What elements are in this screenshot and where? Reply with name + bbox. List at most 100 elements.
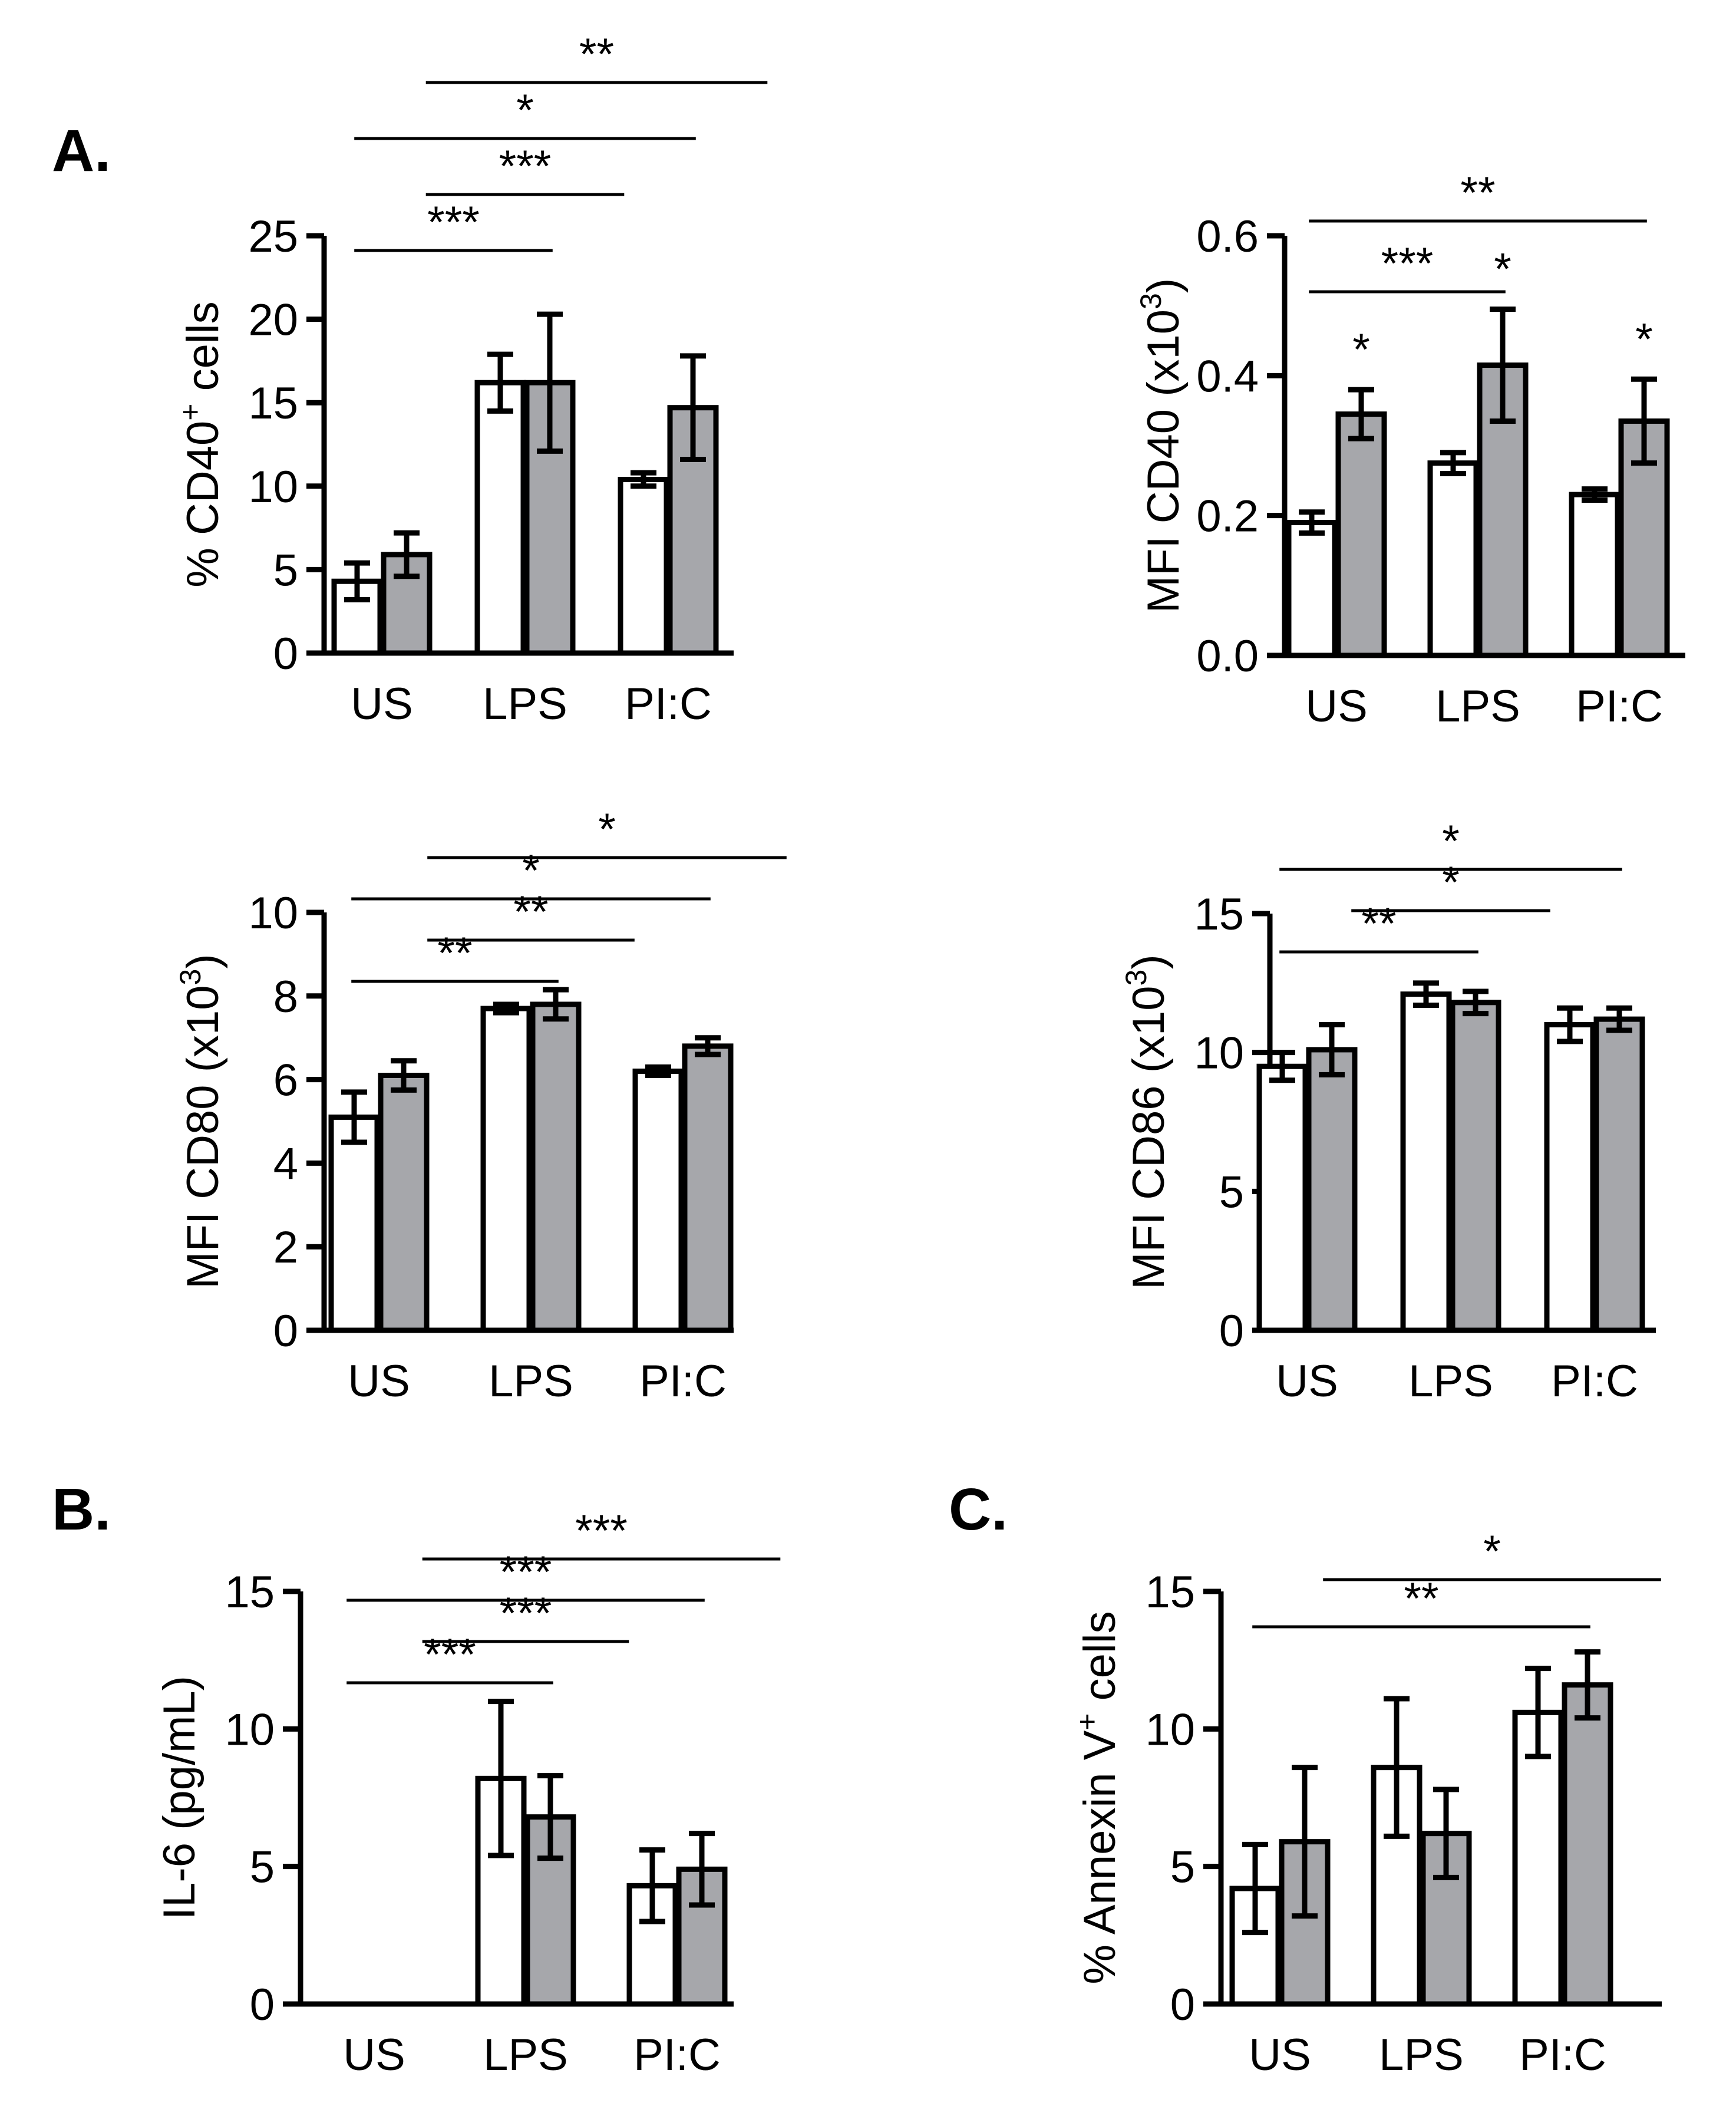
significance-star: * [1635, 314, 1653, 364]
bar-grey [682, 1043, 734, 1333]
significance-stars: * [516, 85, 534, 136]
significance-stars: ** [1460, 168, 1495, 218]
bar-white [1400, 991, 1452, 1333]
significance-stars: * [1442, 816, 1460, 866]
y-tick-label: 20 [248, 295, 298, 345]
y-tick-label: 8 [273, 972, 298, 1022]
x-tick-label: US [343, 2030, 405, 2080]
y-tick-label: 2 [273, 1222, 298, 1273]
y-axis-title: % Annexin V+ cells [1071, 1611, 1125, 1984]
x-tick-label: PI:C [1551, 1356, 1638, 1406]
y-axis-title-tail: ) [1124, 954, 1174, 969]
bar-grey [1562, 1682, 1613, 2007]
y-tick-label: 5 [1170, 1843, 1195, 1893]
y-tick-label: 15 [1145, 1567, 1195, 1617]
bar-white [328, 1114, 380, 1333]
y-axis-title: IL-6 (pg/mL) [154, 1676, 204, 1920]
bar-grey [381, 552, 433, 656]
y-axis-title-tail: ) [1138, 278, 1189, 293]
significance-stars: *** [500, 1547, 552, 1597]
y-axis-title-tail: ) [178, 954, 228, 968]
bar-white [1427, 460, 1479, 658]
x-tick-label: LPS [483, 2030, 568, 2080]
y-axis-title-main: MFI CD80 (x10 [178, 985, 228, 1288]
y-axis-title-main: IL-6 (pg/mL) [154, 1676, 204, 1920]
panel-label-b: B. [52, 1476, 111, 1542]
y-axis-title-superscript: + [1071, 1713, 1104, 1731]
y-tick-label: 0 [273, 1306, 298, 1356]
y-axis-title-superscript: + [174, 403, 207, 420]
y-tick-label: 0 [1170, 1980, 1195, 2030]
y-axis-title-main: % Annexin V [1075, 1730, 1125, 1984]
x-tick-label: PI:C [1519, 2030, 1606, 2080]
bar-white [1256, 1063, 1308, 1333]
y-tick-label: 15 [248, 378, 298, 429]
y-axis-title-tail: cells [1075, 1611, 1125, 1713]
y-tick-label: 5 [250, 1843, 275, 1893]
bar-white [480, 1006, 532, 1333]
y-tick-label: 0 [1219, 1306, 1244, 1356]
y-axis-title: MFI CD40 (x103) [1134, 278, 1189, 613]
y-tick-label: 10 [248, 462, 298, 512]
significance-stars: *** [499, 141, 552, 192]
y-tick-label: 15 [1194, 889, 1244, 940]
significance-stars: ** [513, 887, 548, 937]
bar-grey [1450, 1000, 1501, 1333]
x-tick-label: LPS [1379, 2030, 1464, 2080]
x-tick-label: LPS [1408, 1356, 1493, 1406]
significance-stars: *** [1381, 239, 1434, 289]
x-tick-label: LPS [483, 679, 567, 729]
significance-star: * [1494, 245, 1511, 295]
bar-white [618, 476, 669, 656]
x-tick-label: PI:C [639, 1356, 727, 1406]
y-axis-title-tail: cells [178, 301, 228, 403]
significance-stars: * [1483, 1527, 1501, 1577]
significance-stars: ** [437, 928, 472, 978]
y-tick-label: 0.4 [1196, 351, 1259, 401]
significance-star: * [1352, 325, 1370, 375]
bar-white [474, 380, 526, 656]
y-tick-label: 15 [225, 1567, 275, 1617]
y-tick-label: 5 [273, 545, 298, 595]
y-tick-label: 10 [1194, 1029, 1244, 1079]
y-axis-title: MFI CD86 (x103) [1120, 954, 1174, 1289]
x-tick-label: PI:C [633, 2030, 721, 2080]
y-tick-label: 5 [1219, 1167, 1244, 1217]
x-tick-label: PI:C [625, 679, 712, 729]
y-tick-label: 4 [273, 1139, 298, 1189]
significance-stars: * [598, 805, 616, 855]
x-tick-label: US [1276, 1356, 1338, 1406]
y-axis-title-main: MFI CD40 (x10 [1138, 309, 1189, 613]
y-tick-label: 0.2 [1196, 492, 1259, 542]
bar-white [1544, 1022, 1596, 1333]
y-tick-label: 25 [248, 212, 298, 262]
y-tick-label: 6 [273, 1056, 298, 1106]
significance-stars: ** [1404, 1574, 1438, 1624]
x-tick-label: US [1305, 681, 1368, 731]
bar-grey [1335, 411, 1387, 658]
significance-stars: *** [500, 1588, 552, 1639]
bar-grey [1593, 1016, 1645, 1333]
y-axis-title-superscript: 3 [1134, 293, 1167, 309]
y-tick-label: 0.6 [1196, 212, 1259, 262]
x-tick-label: US [351, 679, 413, 729]
x-tick-label: LPS [1435, 681, 1520, 731]
bar-white [1286, 520, 1338, 658]
y-axis-title-superscript: 3 [174, 969, 207, 986]
x-tick-label: US [1249, 2030, 1311, 2080]
y-axis-title-main: % CD40 [178, 421, 228, 588]
significance-stars: *** [427, 197, 480, 248]
significance-stars: * [522, 846, 540, 896]
y-tick-label: 0 [273, 629, 298, 679]
bar-grey [1306, 1047, 1358, 1333]
bar-white [1569, 492, 1621, 658]
bar-grey [378, 1073, 430, 1333]
panel-label-a: A. [52, 118, 111, 184]
y-tick-label: 10 [248, 888, 298, 938]
significance-stars: ** [579, 29, 614, 80]
significance-stars: *** [575, 1506, 628, 1556]
